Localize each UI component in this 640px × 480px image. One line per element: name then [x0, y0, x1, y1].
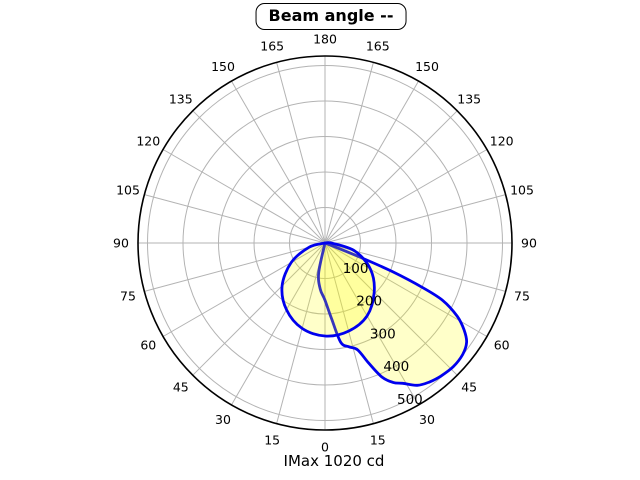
radial-tick-label: 200 — [356, 294, 382, 310]
angle-gridline — [276, 242, 326, 424]
radial-tick-label: 500 — [397, 392, 423, 408]
angle-tick-label: 90 — [113, 236, 129, 251]
angle-tick-label: 90 — [521, 236, 537, 251]
angle-gridline — [324, 242, 419, 406]
angle-tick-label: 135 — [457, 91, 481, 106]
main-beam-lobe — [317, 241, 469, 387]
angle-gridline — [324, 242, 458, 376]
angle-tick-label: 120 — [136, 134, 160, 149]
angle-gridline — [162, 149, 326, 244]
angle-tick-label: 165 — [260, 39, 284, 54]
angle-tick-label: 180 — [313, 32, 337, 47]
angle-tick-label: 165 — [366, 39, 390, 54]
angle-gridline — [324, 110, 458, 244]
angle-gridline — [231, 80, 326, 244]
radius-gridline — [182, 100, 468, 386]
angle-gridline — [231, 242, 326, 406]
angle-gridline — [276, 62, 326, 244]
angle-tick-label: 15 — [370, 433, 386, 448]
angle-gridline — [324, 62, 374, 244]
angle-tick-label: 75 — [120, 288, 136, 303]
angle-tick-label: 75 — [514, 288, 530, 303]
radial-tick-label: 100 — [343, 261, 369, 277]
angle-tick-labels: 0 15 30 45 60 75 90 105 120 135 150 165 180 165 150 135… — [113, 32, 537, 455]
angle-gridline — [144, 194, 326, 244]
radius-gridline — [253, 171, 397, 315]
angle-tick-label: 30 — [419, 412, 435, 427]
angle-tick-label: 150 — [415, 59, 439, 74]
secondary-lobe — [280, 241, 376, 338]
angle-tick-label: 0 — [321, 440, 329, 455]
angle-tick-label: 60 — [140, 338, 156, 353]
angle-tick-label: 120 — [490, 134, 514, 149]
angle-gridline — [324, 149, 488, 244]
angle-tick-label: 150 — [211, 59, 235, 74]
radial-tick-labels: 100 200 300 400 500 — [343, 261, 423, 408]
angle-tick-label: 105 — [510, 183, 534, 198]
radius-gridline — [289, 207, 361, 279]
angle-tick-label: 135 — [169, 91, 193, 106]
angle-tick-label: 45 — [461, 380, 477, 395]
angle-gridline — [324, 80, 419, 244]
chart-title-box: Beam angle -- — [255, 3, 407, 30]
outer-ring — [137, 55, 513, 431]
radial-tick-label: 300 — [370, 326, 396, 342]
angle-gridline — [162, 242, 326, 337]
chart-title: Beam angle -- — [268, 6, 394, 25]
angle-tick-label: 15 — [264, 433, 280, 448]
angle-gridline — [324, 194, 506, 244]
angle-gridline — [324, 242, 374, 424]
angle-tick-label: 60 — [494, 338, 510, 353]
radius-gridline — [147, 65, 503, 421]
angle-tick-label: 30 — [215, 412, 231, 427]
imax-label: IMax 1020 cd — [283, 452, 385, 470]
angle-gridline — [144, 242, 326, 292]
angle-tick-label: 45 — [173, 380, 189, 395]
angle-tick-label: 105 — [116, 183, 140, 198]
radial-tick-label: 400 — [383, 359, 409, 375]
angle-gridline — [192, 242, 326, 376]
angle-gridline — [192, 110, 326, 244]
beam-lobes — [280, 241, 469, 387]
radius-gridline — [218, 136, 432, 350]
